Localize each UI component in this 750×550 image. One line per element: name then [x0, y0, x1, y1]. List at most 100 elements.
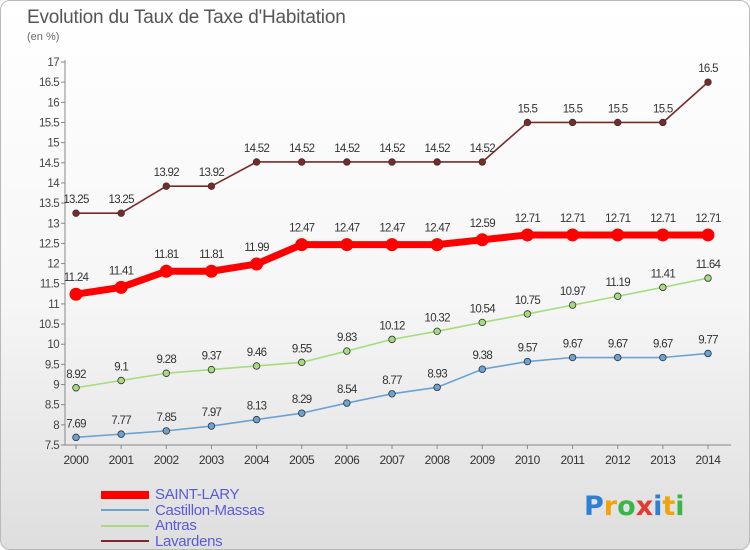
y-tick-label: 14.5: [39, 158, 59, 170]
data-point: [343, 158, 351, 166]
y-tick-label: 12.5: [39, 238, 59, 250]
data-point: [478, 318, 486, 327]
data-label: 15.5: [608, 103, 628, 115]
data-point: [433, 158, 441, 166]
y-tick-label: 16: [47, 97, 59, 109]
data-label: 9.67: [653, 339, 673, 351]
data-label: 10.32: [425, 312, 451, 324]
data-point: [340, 238, 354, 252]
data-label: 9.57: [518, 343, 538, 355]
data-point: [159, 264, 173, 278]
x-tick-label: 2012: [605, 453, 631, 467]
data-label: 11.41: [651, 268, 676, 280]
data-point: [343, 347, 351, 355]
data-label: 10.54: [470, 303, 497, 315]
data-point: [388, 158, 396, 166]
data-point: [478, 365, 486, 373]
data-point: [252, 415, 261, 424]
x-tick-label: 2001: [109, 453, 135, 467]
data-point: [433, 327, 441, 336]
logo-letter: x: [635, 491, 654, 522]
logo-letter: o: [617, 491, 636, 522]
y-tick-label: 13.5: [39, 198, 59, 210]
data-point: [207, 365, 216, 374]
data-point: [252, 158, 261, 166]
data-point: [520, 228, 534, 242]
data-label: 7.97: [202, 407, 222, 419]
legend-item: SAINT-LARY: [101, 487, 264, 503]
data-point: [72, 209, 80, 217]
legend-label: Antras: [155, 517, 197, 535]
y-tick-label: 15.5: [39, 117, 59, 129]
data-label: 12.47: [425, 223, 451, 235]
data-point: [656, 228, 670, 242]
data-label: 11.19: [605, 277, 630, 289]
data-point: [659, 118, 667, 127]
data-label: 14.52: [334, 143, 360, 155]
data-label: 12.47: [334, 223, 360, 235]
x-tick-label: 2008: [425, 453, 451, 467]
data-point: [298, 409, 306, 417]
data-point: [295, 238, 309, 252]
data-label: 16.5: [698, 63, 718, 75]
data-point: [388, 390, 396, 398]
data-point: [568, 353, 577, 362]
data-label: 9.67: [608, 339, 628, 351]
data-point: [475, 233, 489, 247]
data-label: 14.52: [425, 143, 451, 155]
y-tick-label: 9: [53, 380, 59, 392]
x-tick-label: 2004: [244, 453, 270, 467]
x-tick-label: 2011: [560, 453, 585, 467]
y-tick-label: 11: [48, 299, 59, 311]
data-label: 12.59: [470, 218, 496, 230]
data-point: [614, 292, 622, 300]
data-label: 11.81: [154, 249, 179, 261]
data-label: 9.77: [698, 334, 718, 346]
data-label: 9.67: [563, 339, 583, 351]
x-tick-label: 2013: [650, 453, 676, 467]
data-point: [298, 158, 306, 166]
legend-swatch: [101, 540, 149, 543]
data-label: 11.81: [199, 249, 224, 261]
data-point: [659, 353, 667, 362]
data-label: 8.93: [427, 368, 447, 380]
chart-title: Evolution du Taux de Taxe d'Habitation: [27, 7, 346, 28]
data-label: 12.71: [515, 213, 541, 225]
data-label: 9.46: [247, 347, 267, 359]
data-label: 8.13: [247, 401, 267, 413]
data-label: 13.92: [199, 167, 225, 179]
logo-letter: t: [662, 491, 676, 522]
data-point: [162, 427, 170, 435]
x-tick-label: 2007: [379, 453, 405, 467]
x-tick-label: 2006: [334, 453, 360, 467]
data-point: [117, 376, 125, 385]
data-label: 10.12: [379, 320, 405, 332]
x-tick-label: 2000: [63, 453, 89, 467]
proxiti-logo: Proxiti: [584, 491, 685, 522]
chart-subtitle: (en %): [27, 31, 60, 43]
data-point: [388, 335, 396, 344]
data-label: 9.38: [472, 350, 492, 362]
logo-letter: i: [653, 491, 663, 522]
data-label: 8.92: [66, 369, 86, 381]
y-tick-label: 15: [47, 138, 59, 150]
logo-letter: P: [584, 491, 604, 522]
data-label: 11.64: [696, 259, 722, 271]
data-point: [523, 310, 532, 318]
series-line: [75, 277, 709, 389]
logo-letter: i: [675, 491, 685, 522]
y-tick-label: 9.5: [45, 359, 59, 371]
data-point: [433, 383, 441, 392]
data-label: 8.54: [337, 384, 358, 396]
data-point: [566, 228, 580, 242]
data-point: [162, 182, 170, 190]
data-label: 14.52: [244, 143, 270, 155]
data-label: 11.24: [64, 272, 90, 284]
legend-swatch: [101, 490, 149, 499]
data-label: 13.92: [154, 167, 180, 179]
legend-item: Lavardens: [101, 534, 264, 550]
data-label: 12.47: [289, 223, 315, 235]
legend-item: Castillon-Massas: [101, 503, 265, 519]
